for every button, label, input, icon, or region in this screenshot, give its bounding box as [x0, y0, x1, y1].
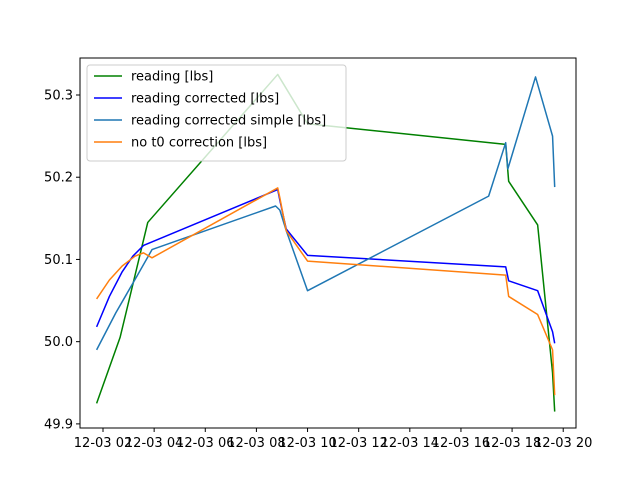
- plot-frame: [79, 57, 577, 429]
- y-tick-label: 50.1: [44, 253, 73, 268]
- series-layer: [95, 73, 556, 412]
- x-tick-label: 12-03 06: [176, 436, 234, 451]
- series-line-3: [95, 76, 556, 351]
- y-tick-label: 50.2: [44, 171, 73, 186]
- x-tick-label: 12-03 02: [74, 436, 132, 451]
- legend-label: reading [lbs]: [131, 70, 213, 85]
- y-axis: 49.9 50.0 50.1 50.2 50.3: [44, 89, 80, 432]
- legend-frame: [86, 64, 347, 162]
- x-tick-label: 12-03 16: [432, 436, 490, 451]
- x-tick-label: 12-03 04: [125, 436, 183, 451]
- legend: reading [lbs] reading corrected [lbs] read…: [86, 64, 347, 162]
- x-tick-label: 12-03 18: [483, 436, 541, 451]
- legend-label: reading corrected [lbs]: [131, 92, 279, 107]
- series-line-4: [95, 187, 556, 396]
- y-tick-label: 50.0: [44, 335, 73, 350]
- x-tick-label: 12-03 12: [329, 436, 387, 451]
- y-tick-label: 49.9: [44, 417, 73, 432]
- y-tick-label: 50.3: [44, 89, 73, 104]
- legend-label: reading corrected simple [lbs]: [131, 114, 326, 129]
- x-tick-label: 12-03 14: [381, 436, 439, 451]
- x-tick-label: 12-03 08: [227, 436, 285, 451]
- x-tick-label: 12-03 10: [278, 436, 336, 451]
- x-tick-label: 12-03 20: [534, 436, 592, 451]
- legend-label: no t0 correction [lbs]: [131, 136, 267, 151]
